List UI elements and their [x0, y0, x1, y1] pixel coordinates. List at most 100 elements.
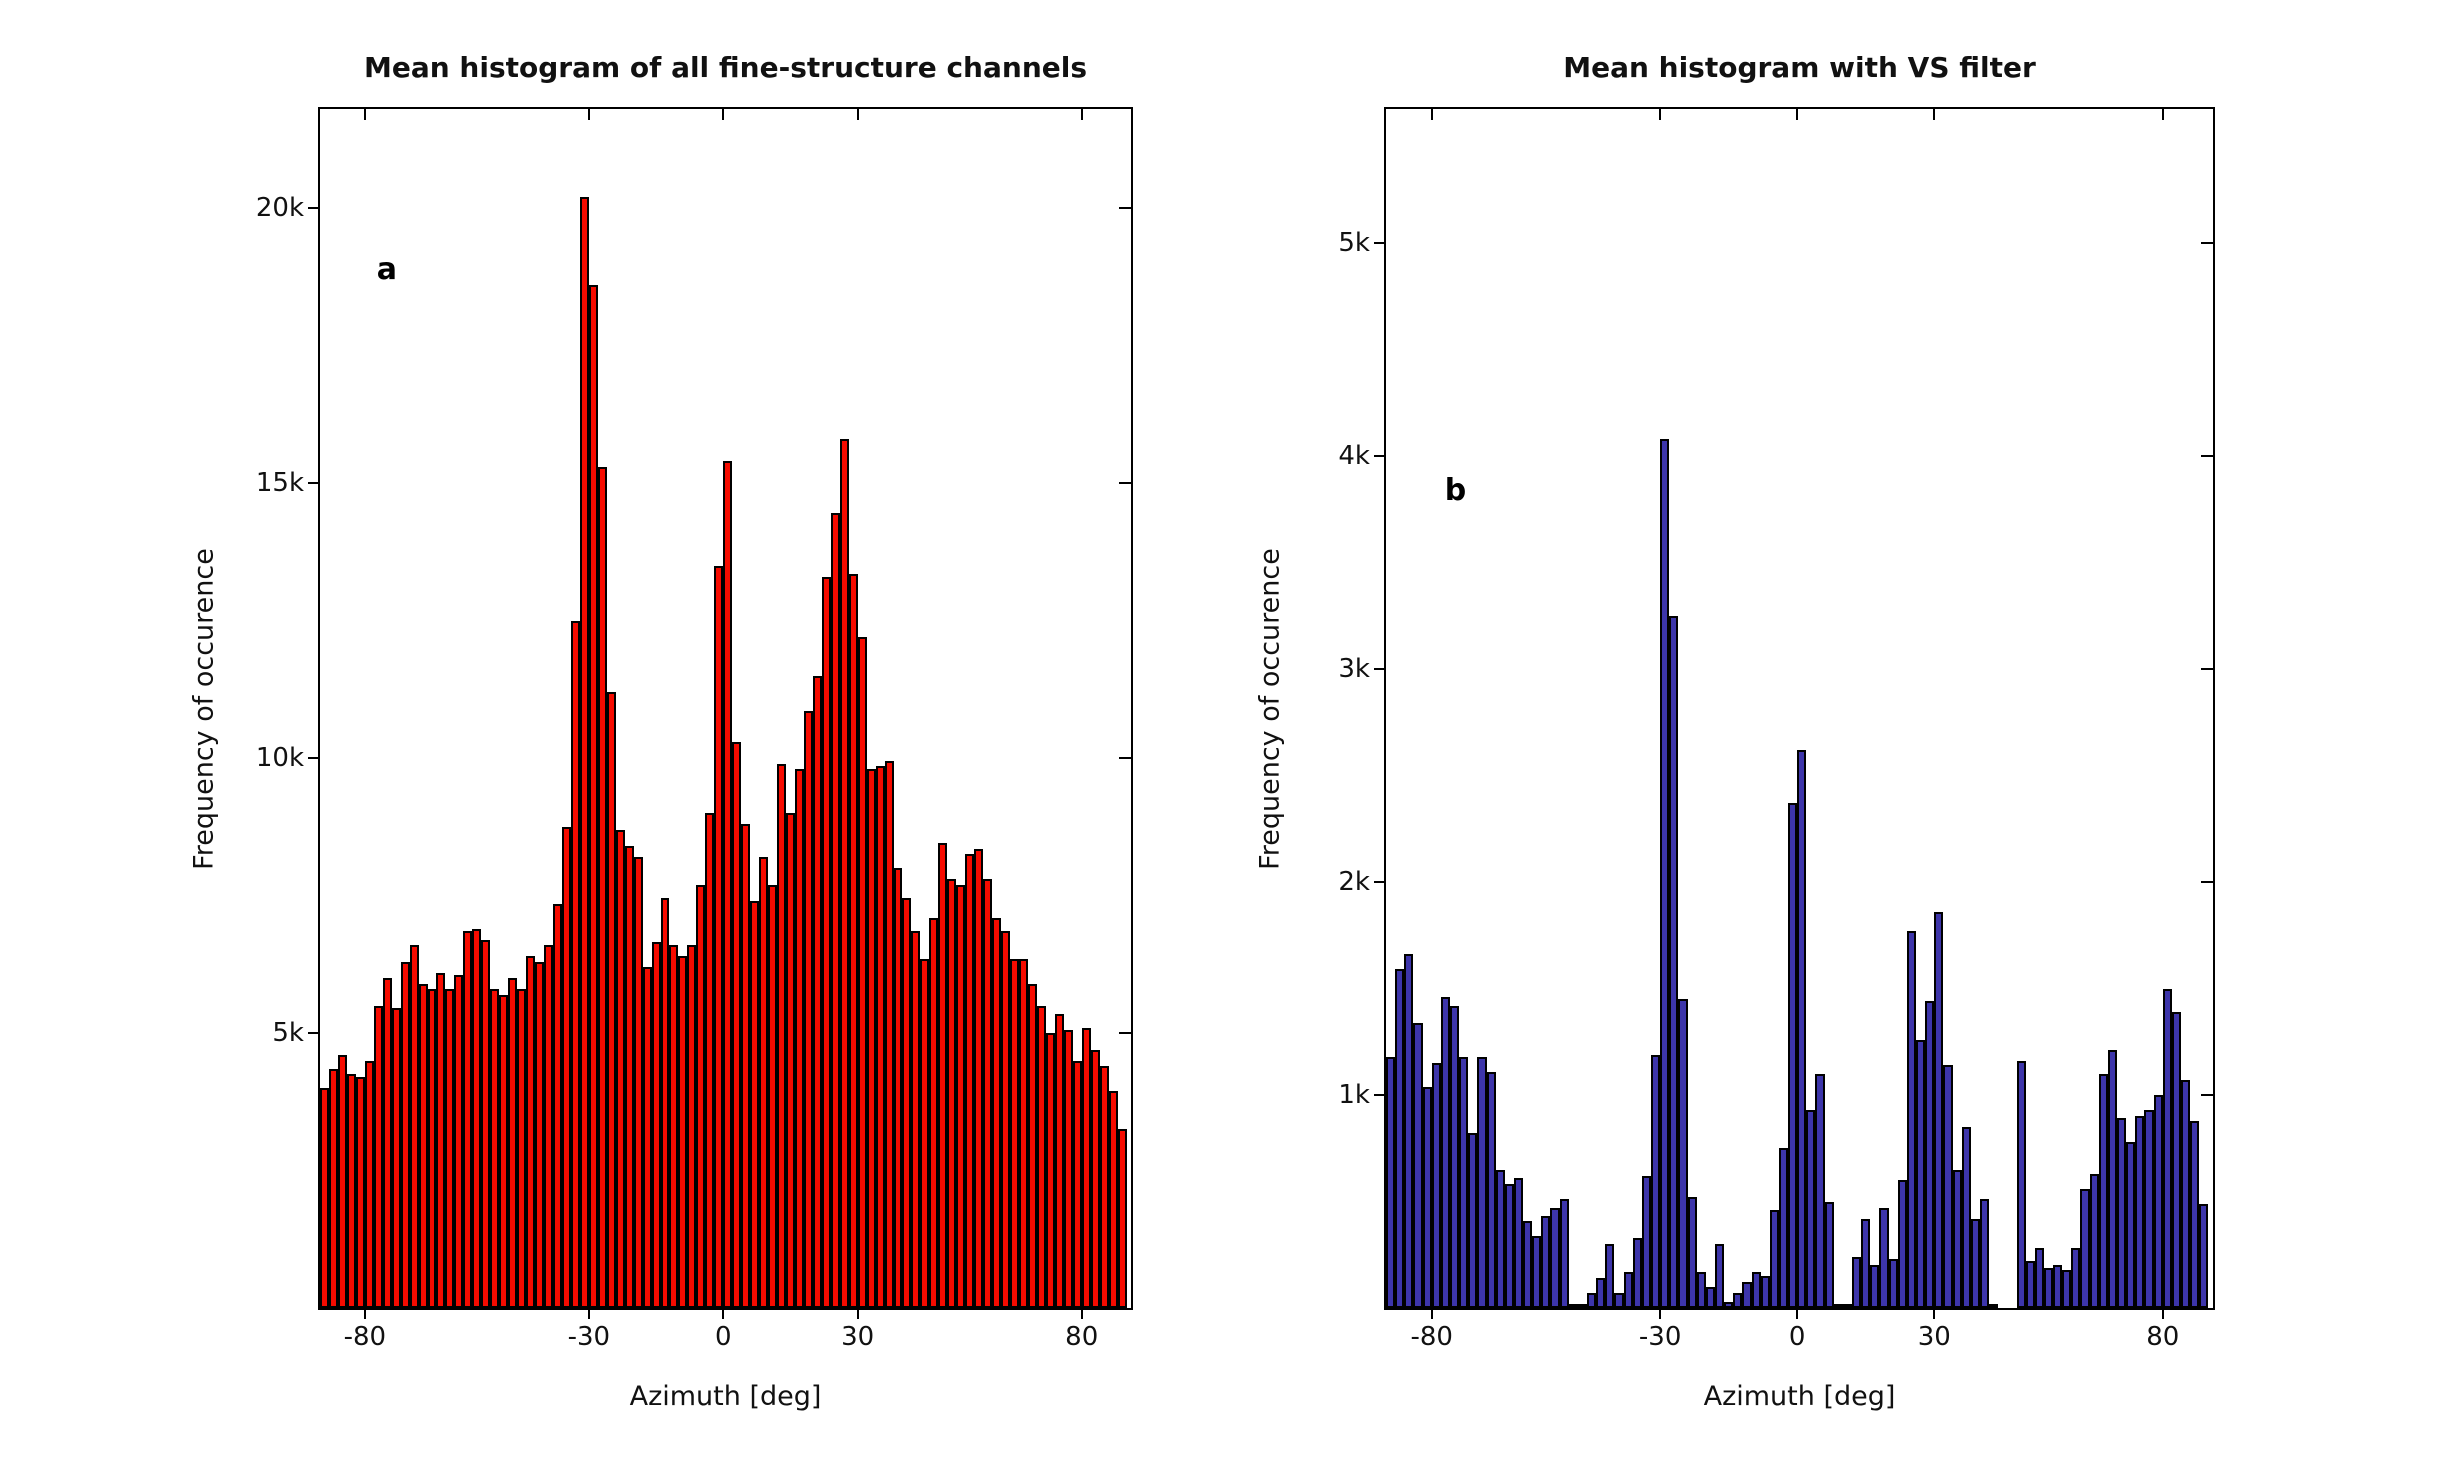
- histogram-bar: [2144, 1109, 2154, 1308]
- histogram-bar: [2117, 1118, 2127, 1308]
- histogram-bar: [1459, 1056, 1469, 1308]
- x-tick-label: 0: [714, 1322, 732, 1352]
- histogram-bar: [1568, 1303, 1578, 1308]
- histogram-bar: [436, 972, 446, 1308]
- histogram-bar: [499, 994, 509, 1308]
- histogram-bar: [1806, 1109, 1816, 1308]
- histogram-bar: [732, 741, 742, 1308]
- histogram-bar: [1906, 931, 1916, 1308]
- histogram-bar: [337, 1055, 347, 1308]
- histogram-bar: [427, 989, 437, 1308]
- histogram-bar: [320, 1088, 329, 1308]
- histogram-bar: [2135, 1116, 2145, 1308]
- histogram-bar: [382, 978, 392, 1308]
- histogram-bar: [2025, 1261, 2035, 1308]
- histogram-bar: [983, 879, 993, 1308]
- y-tick: [308, 207, 320, 209]
- x-tick: [1933, 109, 1936, 120]
- y-tick-label: 3k: [1338, 654, 1370, 685]
- panel-b-title: Mean histogram with VS filter: [1563, 51, 2036, 84]
- histogram-bar: [857, 637, 867, 1308]
- histogram-bar: [2126, 1141, 2136, 1308]
- histogram-bar: [1054, 1013, 1064, 1308]
- histogram-bar: [597, 466, 607, 1308]
- histogram-bar: [1477, 1056, 1487, 1308]
- histogram-bar: [1440, 997, 1450, 1308]
- x-tick: [1080, 1308, 1083, 1319]
- histogram-bar: [714, 565, 724, 1308]
- histogram-bar: [929, 917, 939, 1308]
- histogram-bar: [687, 945, 697, 1308]
- histogram-bar: [920, 958, 930, 1308]
- histogram-bar: [508, 978, 518, 1308]
- y-tick: [1119, 207, 1131, 209]
- y-tick: [308, 1031, 320, 1034]
- histogram-bar: [2190, 1120, 2200, 1308]
- panel-a-letter: a: [376, 251, 398, 287]
- histogram-bar: [1861, 1218, 1871, 1308]
- histogram-bar: [696, 884, 706, 1308]
- histogram-bar: [1577, 1304, 1588, 1308]
- x-tick: [1430, 109, 1433, 120]
- histogram-bar: [830, 513, 840, 1308]
- x-tick: [856, 109, 859, 120]
- histogram-bar: [1559, 1199, 1569, 1308]
- y-tick: [1374, 455, 1386, 458]
- histogram-bar: [1724, 1301, 1734, 1308]
- histogram-bar: [1422, 1086, 1432, 1308]
- panel-a-title: Mean histogram of all fine-structure cha…: [363, 51, 1088, 84]
- histogram-bar: [839, 439, 849, 1308]
- y-tick-label: 5k: [1338, 228, 1370, 259]
- x-tick-label: -80: [1410, 1322, 1453, 1352]
- y-tick: [1119, 1031, 1131, 1034]
- histogram-bar: [678, 956, 688, 1308]
- x-tick: [1659, 1308, 1662, 1319]
- x-tick-label: -30: [567, 1322, 611, 1352]
- histogram-bar: [570, 620, 580, 1308]
- histogram-bar: [1587, 1293, 1597, 1308]
- histogram-bar: [750, 901, 760, 1308]
- histogram-bar: [1108, 1090, 1118, 1308]
- histogram-bar: [893, 868, 903, 1308]
- panel-b-letter: b: [1444, 473, 1467, 509]
- histogram-bar: [1979, 1199, 1990, 1308]
- histogram-bar: [1989, 1304, 1999, 1308]
- histogram-bar: [1027, 983, 1037, 1308]
- histogram-bar: [1815, 1073, 1825, 1308]
- histogram-bar: [364, 1060, 374, 1308]
- histogram-bar: [1532, 1235, 1542, 1308]
- histogram-bar: [1778, 1148, 1789, 1308]
- histogram-bar: [373, 1005, 383, 1308]
- histogram-bar: [1001, 931, 1010, 1308]
- histogram-bar: [544, 945, 553, 1308]
- y-tick: [1119, 757, 1131, 759]
- histogram-bar: [1952, 1169, 1962, 1308]
- histogram-bar: [956, 884, 966, 1308]
- histogram-bar: [472, 928, 482, 1308]
- histogram-bar: [875, 766, 885, 1308]
- histogram-bar: [1523, 1220, 1533, 1308]
- histogram-bar: [2034, 1248, 2044, 1308]
- histogram-bar: [588, 285, 598, 1308]
- histogram-bar: [1072, 1060, 1082, 1308]
- panel-a-plot-area: [320, 109, 1131, 1308]
- y-tick-label: 4k: [1338, 441, 1370, 472]
- histogram-bar: [624, 846, 634, 1308]
- histogram-bar: [328, 1068, 338, 1308]
- histogram-bar: [535, 961, 545, 1308]
- histogram-bar: [2080, 1188, 2090, 1308]
- histogram-bar: [2016, 1060, 2026, 1308]
- histogram-bar: [1623, 1271, 1633, 1308]
- histogram-bar: [1386, 1056, 1396, 1308]
- histogram-bar: [1925, 1001, 1935, 1308]
- histogram-bar: [1117, 1129, 1127, 1308]
- y-tick: [1374, 668, 1386, 671]
- y-tick: [308, 757, 320, 759]
- histogram-bar: [391, 1008, 401, 1308]
- histogram-bar: [1431, 1063, 1441, 1308]
- y-tick: [2201, 881, 2213, 884]
- histogram-bar: [2181, 1080, 2191, 1308]
- histogram-bar: [1961, 1126, 1971, 1308]
- y-tick-label: 1k: [1338, 1080, 1370, 1111]
